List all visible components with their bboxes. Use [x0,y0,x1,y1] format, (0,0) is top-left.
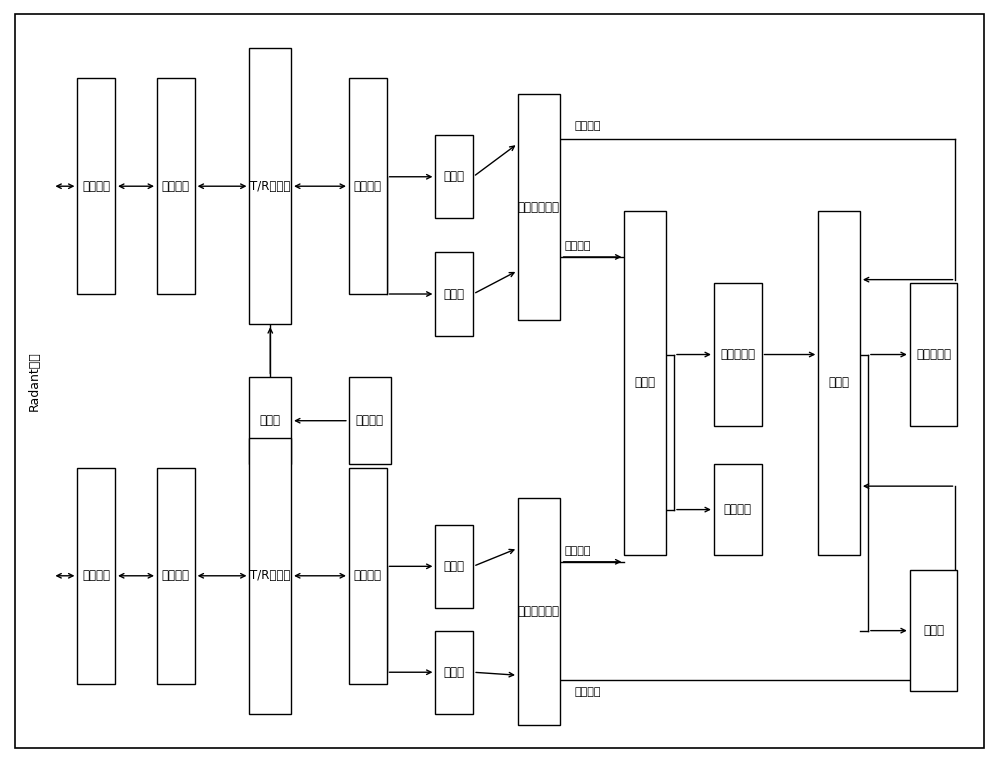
Bar [714,283,762,427]
Bar [435,631,473,714]
Bar [910,283,957,427]
Bar [435,135,473,219]
Bar [818,211,860,555]
Bar [349,78,387,294]
Bar [624,211,666,555]
Text: 下方位和: 下方位和 [575,687,601,697]
Text: 连接电缆: 连接电缆 [162,569,190,582]
Bar [77,468,115,684]
Text: 辐射纵列: 辐射纵列 [82,569,110,582]
Bar [910,570,957,691]
Text: 功分器: 功分器 [444,560,465,573]
Text: 比较器: 比较器 [635,376,656,389]
Bar [77,78,115,294]
Bar [157,468,195,684]
Bar [249,48,291,325]
Text: 连接电缆: 连接电缆 [354,180,382,193]
Text: 发射信号: 发射信号 [356,415,384,427]
Text: 和信号: 和信号 [923,624,944,637]
Bar [249,437,291,714]
Text: 功分器: 功分器 [444,666,465,679]
Text: 连接电缆: 连接电缆 [162,180,190,193]
Text: 俧仰差信号: 俧仰差信号 [916,348,951,361]
Text: 连接电缆: 连接电缆 [354,569,382,582]
Bar [435,252,473,335]
Text: 功分器: 功分器 [444,170,465,183]
Text: T/R组信件: T/R组信件 [250,180,290,193]
Text: 下方位比较器: 下方位比较器 [518,605,560,618]
Text: 功分器: 功分器 [444,287,465,300]
Bar [435,525,473,608]
Bar [714,464,762,555]
Text: 方位差信号: 方位差信号 [720,348,755,361]
Text: 比较器: 比较器 [829,376,850,389]
Text: Radant透镜: Radant透镜 [28,351,41,411]
Bar [249,377,291,464]
Bar [518,94,560,321]
Text: T/R组信件: T/R组信件 [250,569,290,582]
Text: 上方位比较器: 上方位比较器 [518,200,560,213]
Bar [518,498,560,725]
Bar [349,468,387,684]
Text: 功分器: 功分器 [260,415,281,427]
Text: 辐射纵列: 辐射纵列 [82,180,110,193]
Text: 上方位差: 上方位差 [565,241,591,251]
Text: 上方位和: 上方位和 [575,121,601,131]
Text: 下方位差: 下方位差 [565,546,591,555]
Bar [157,78,195,294]
Text: 匹配负载: 匹配负载 [724,503,752,516]
Bar [349,377,391,464]
